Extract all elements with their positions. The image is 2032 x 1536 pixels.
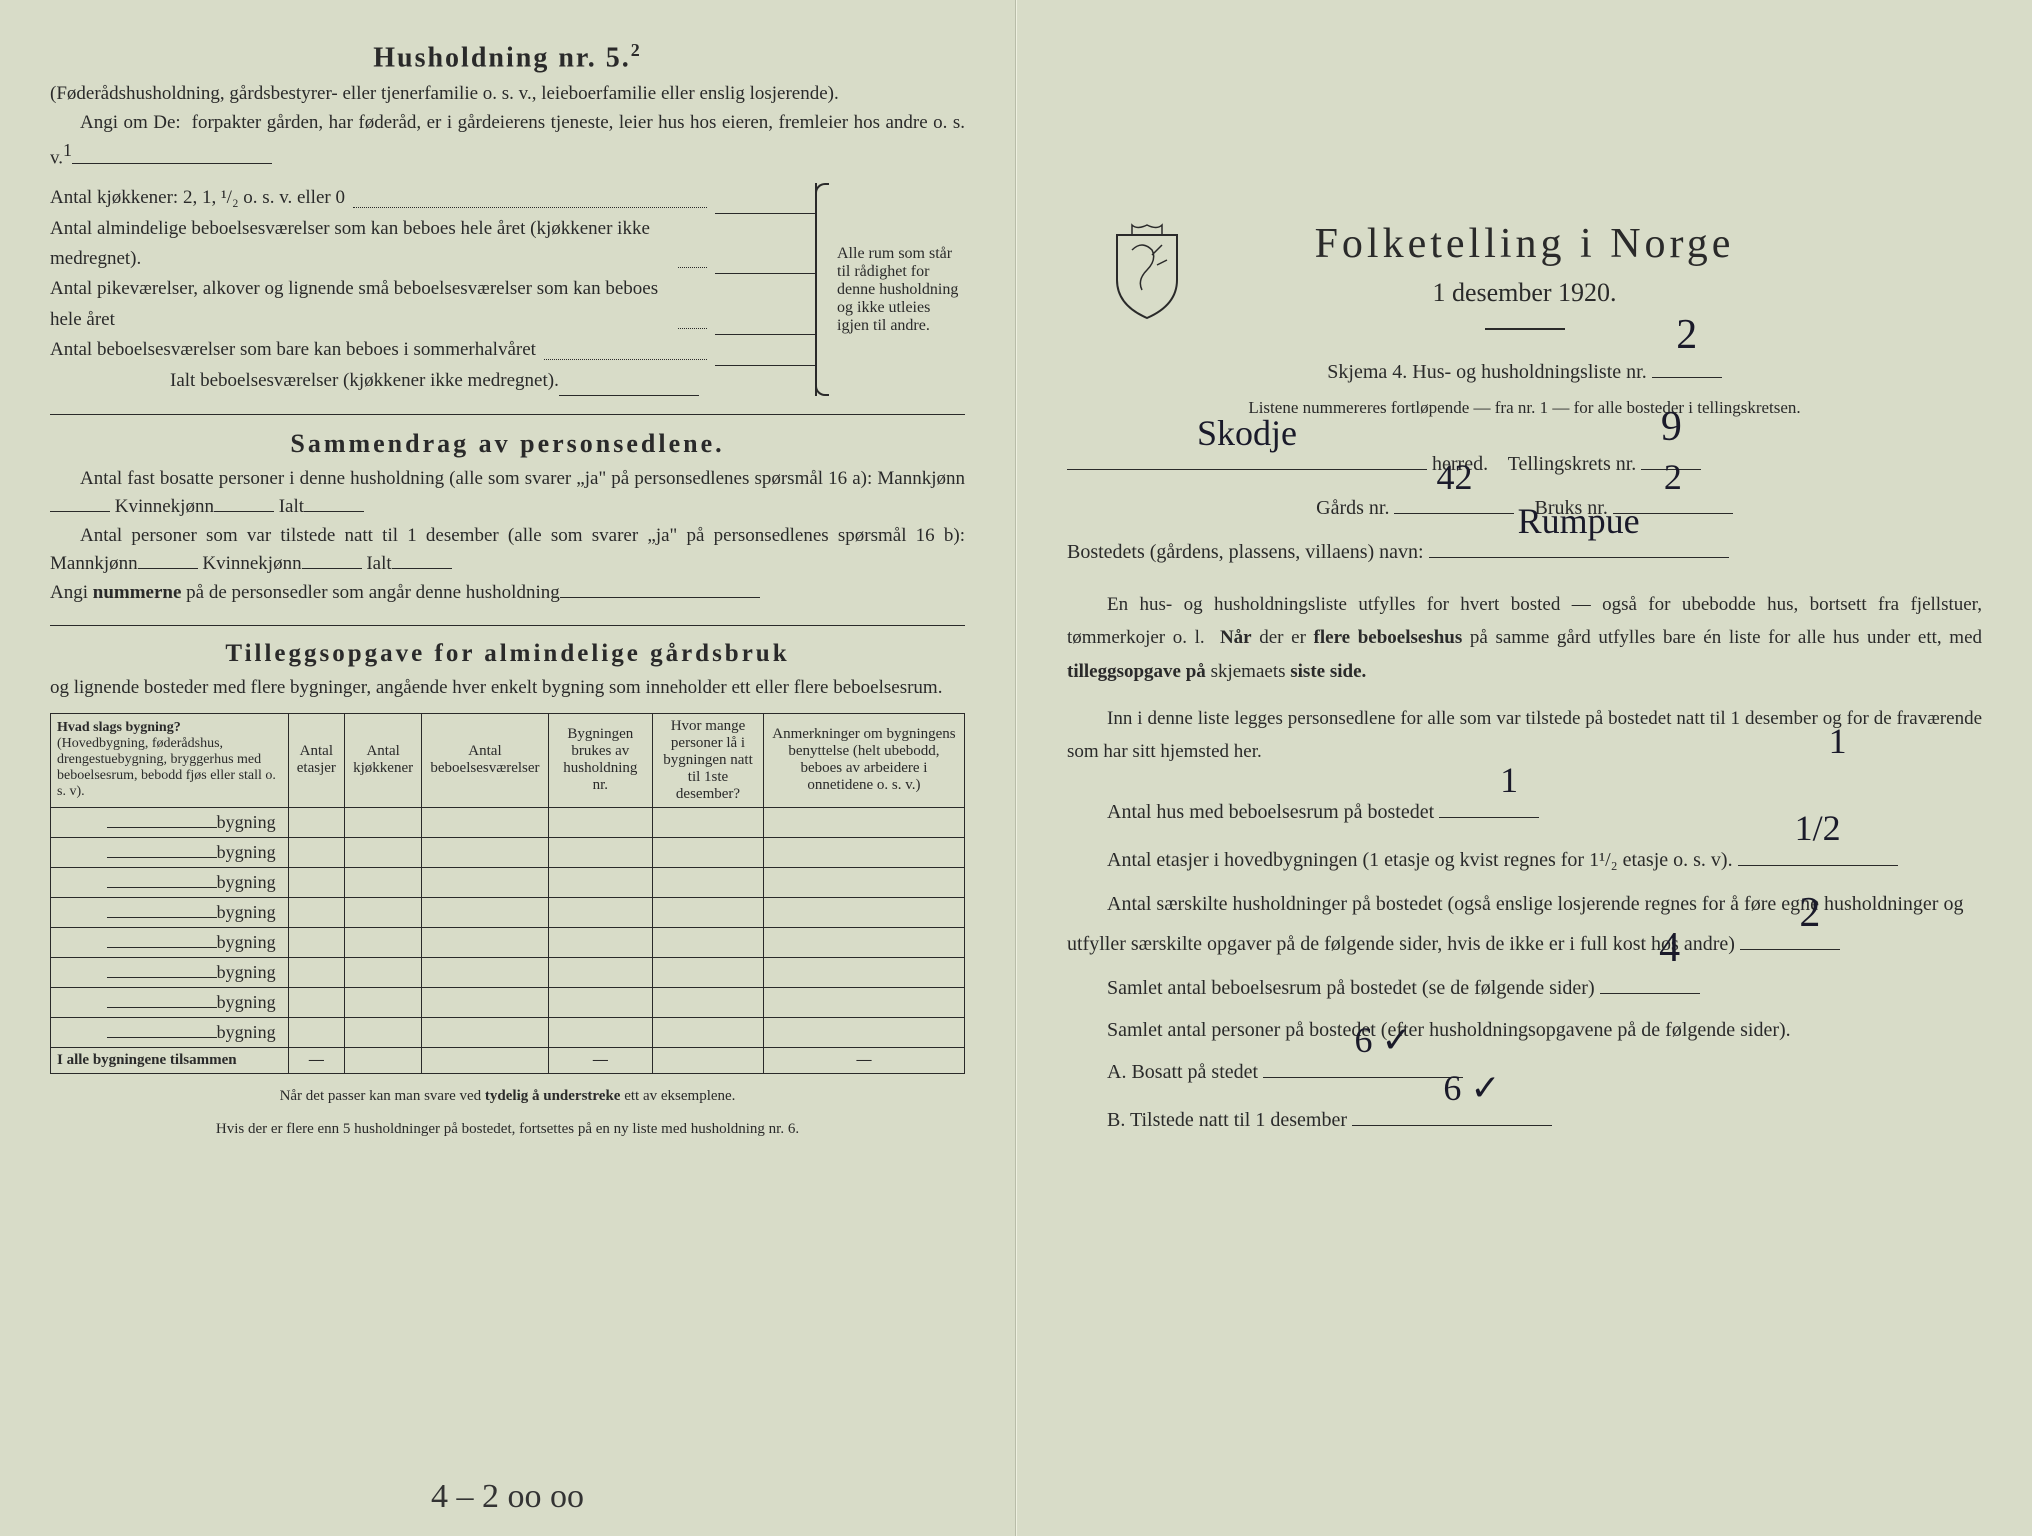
rooms-total-line: Ialt beboelsesværelser (kjøkkener ikke m… <box>170 366 815 396</box>
para-1: En hus- og husholdningsliste utfylles fo… <box>1067 588 1982 688</box>
q5-line: Samlet antal personer på bostedet (efter… <box>1067 1012 1982 1048</box>
coat-of-arms-icon <box>1107 220 1187 320</box>
rooms-line-3: Antal beboelsesværelser som bare kan beb… <box>50 335 815 365</box>
footnote-1: Når det passer kan man svare ved tydelig… <box>50 1086 965 1107</box>
sammendrag-p3: Angi nummerne på de personsedler som ang… <box>50 579 965 608</box>
sammendrag-p1: Antal fast bosatte personer i denne hush… <box>50 465 965 522</box>
right-page: Folketelling i Norge 1 desember 1920. Sk… <box>1016 0 2032 1536</box>
intro-angi: Angi om De: forpakter gården, har føderå… <box>50 109 965 173</box>
title-rule <box>1485 328 1565 330</box>
kitchens-line: Antal kjøkkener: 2, 1, ¹/₂ o. s. v. elle… <box>50 183 815 213</box>
subtitle: 1 desember 1920. <box>1067 278 1982 308</box>
bottom-handwriting: 4 – 2 oo oo <box>431 1478 584 1516</box>
table-row: bygning <box>51 867 965 897</box>
th-husholdning: Bygningen brukes av husholdning nr. <box>548 713 652 807</box>
household-heading: Husholdning nr. 5.2 <box>50 40 965 74</box>
rooms-line-2: Antal pikeværelser, alkover og lignende … <box>50 274 815 335</box>
bosted-line: Bostedets (gårdens, plassens, villaens) … <box>1067 530 1982 574</box>
sammendrag-p2: Antal personer som var tilstede natt til… <box>50 522 965 579</box>
tillegg-sub: og lignende bosteder med flere bygninger… <box>50 674 965 703</box>
table-row: bygning <box>51 957 965 987</box>
sammendrag-heading: Sammendrag av personsedlene. <box>50 429 965 459</box>
brace-note: Alle rum som står til rådighet for denne… <box>815 183 965 396</box>
skjema-line: Skjema 4. Hus- og husholdningsliste nr. … <box>1067 350 1982 394</box>
table-header-row: Hvad slags bygning?Hvad slags bygning? (… <box>51 713 965 807</box>
q2-line: Antal etasjer i hovedbygningen (1 etasje… <box>1067 836 1982 884</box>
herred-line: Skodje herred. Tellingskrets nr. 9 <box>1067 442 1982 486</box>
q4-line: Samlet antal beboelsesrum på bostedet (s… <box>1067 964 1982 1012</box>
th-kjokkener: Antal kjøkkener <box>345 713 422 807</box>
table-row: bygning <box>51 927 965 957</box>
rooms-line-1: Antal almindelige beboelsesværelser som … <box>50 214 815 275</box>
qA-line: A. Bosatt på stedet 6 ✓ <box>1067 1048 1982 1096</box>
th-bygning: Hvad slags bygning?Hvad slags bygning? (… <box>51 713 289 807</box>
rooms-brace-section: Antal kjøkkener: 2, 1, ¹/₂ o. s. v. elle… <box>50 183 965 396</box>
table-sum-row: I alle bygningene tilsammen — — — <box>51 1047 965 1073</box>
table-row: bygning <box>51 837 965 867</box>
left-page: Husholdning nr. 5.2 (Føderådshusholdning… <box>0 0 1016 1536</box>
table-row: bygning <box>51 897 965 927</box>
q3-line: Antal særskilte husholdninger på bostede… <box>1067 884 1982 964</box>
table-row: bygning <box>51 807 965 837</box>
qB-line: B. Tilstede natt til 1 desember 6 ✓ <box>1067 1096 1982 1144</box>
intro-paren: (Føderådshusholdning, gårdsbestyrer- ell… <box>50 80 965 109</box>
th-etasjer: Antal etasjer <box>288 713 344 807</box>
table-row: bygning <box>51 1017 965 1047</box>
tillegg-table: Hvad slags bygning?Hvad slags bygning? (… <box>50 713 965 1074</box>
table-body: bygning bygning bygning bygning bygning … <box>51 807 965 1073</box>
table-row: bygning <box>51 987 965 1017</box>
th-personer: Hvor mange personer lå i bygningen natt … <box>653 713 764 807</box>
th-anmerk: Anmerkninger om bygningens benyttelse (h… <box>763 713 964 807</box>
footnote-2: Hvis der er flere enn 5 husholdninger på… <box>50 1119 965 1140</box>
main-title: Folketelling i Norge <box>1067 220 1982 268</box>
th-beboelser: Antal beboelsesværelser <box>422 713 548 807</box>
tillegg-heading: Tilleggsopgave for almindelige gårdsbruk <box>50 640 965 668</box>
